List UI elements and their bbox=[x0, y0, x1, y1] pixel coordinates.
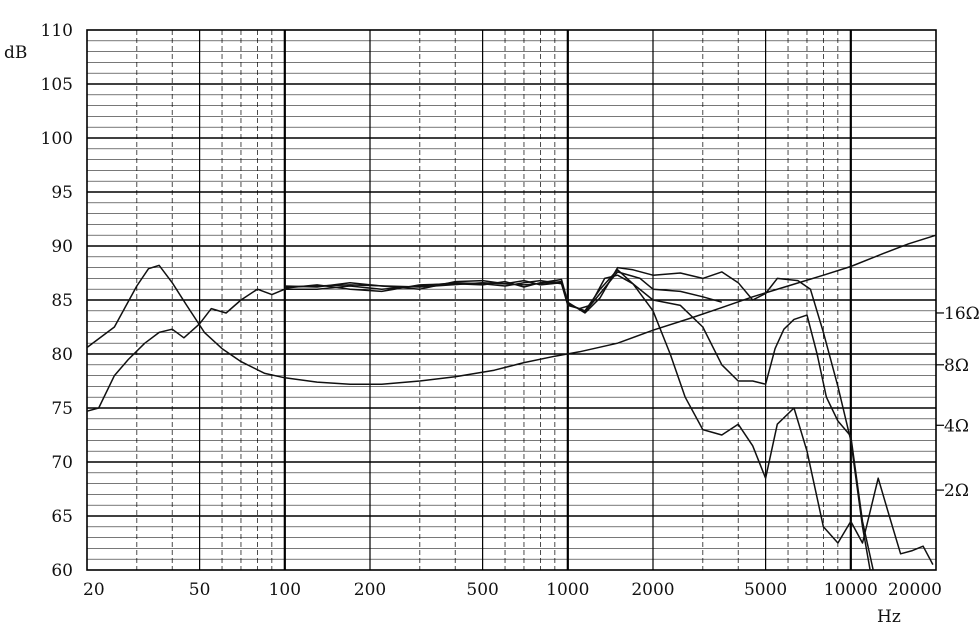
y-tick-label: 105 bbox=[41, 75, 73, 95]
y-axis: 60 65 70 75 80 85 90 95 100 105 110 bbox=[41, 21, 73, 581]
y-tick-label: 75 bbox=[51, 399, 73, 419]
chart-grid bbox=[86, 29, 937, 571]
y-tick-label: 70 bbox=[51, 453, 73, 473]
x-axis-label: Hz bbox=[877, 607, 901, 627]
x-tick-label: 20 bbox=[83, 580, 105, 600]
x-axis: 20 50 100 200 500 1000 2000 5000 10000 20000 bbox=[83, 580, 942, 600]
series-line-1 bbox=[86, 234, 937, 385]
right-tick-label: 8Ω bbox=[944, 356, 969, 376]
right-tick-label: 2Ω bbox=[944, 481, 969, 501]
y-tick-label: 85 bbox=[51, 291, 73, 311]
x-tick-label: 200 bbox=[354, 580, 386, 600]
series-line-2 bbox=[86, 274, 874, 571]
right-tick-label: 16Ω bbox=[944, 304, 980, 324]
chart-series bbox=[86, 234, 937, 571]
x-tick-label: 1000 bbox=[546, 580, 589, 600]
y-tick-label: 65 bbox=[51, 507, 73, 527]
series-line-5 bbox=[284, 271, 723, 313]
x-tick-label: 20000 bbox=[888, 580, 942, 600]
y-tick-label: 90 bbox=[51, 237, 73, 257]
x-tick-label: 2000 bbox=[631, 580, 674, 600]
y-tick-label: 100 bbox=[41, 129, 73, 149]
series-line-4 bbox=[284, 269, 934, 565]
x-tick-label: 5000 bbox=[744, 580, 787, 600]
y-tick-label: 95 bbox=[51, 183, 73, 203]
x-tick-label: 100 bbox=[269, 580, 301, 600]
series-line-3 bbox=[284, 266, 871, 571]
y-axis-label: dB bbox=[4, 43, 27, 63]
y-tick-label: 60 bbox=[51, 561, 73, 581]
x-tick-label: 500 bbox=[466, 580, 498, 600]
x-tick-label: 50 bbox=[189, 580, 211, 600]
right-axis: 16Ω 8Ω 4Ω 2Ω bbox=[936, 304, 980, 501]
x-tick-label: 10000 bbox=[824, 580, 878, 600]
right-tick-label: 4Ω bbox=[944, 416, 969, 436]
y-tick-label: 80 bbox=[51, 345, 73, 365]
y-tick-label: 110 bbox=[41, 21, 73, 41]
